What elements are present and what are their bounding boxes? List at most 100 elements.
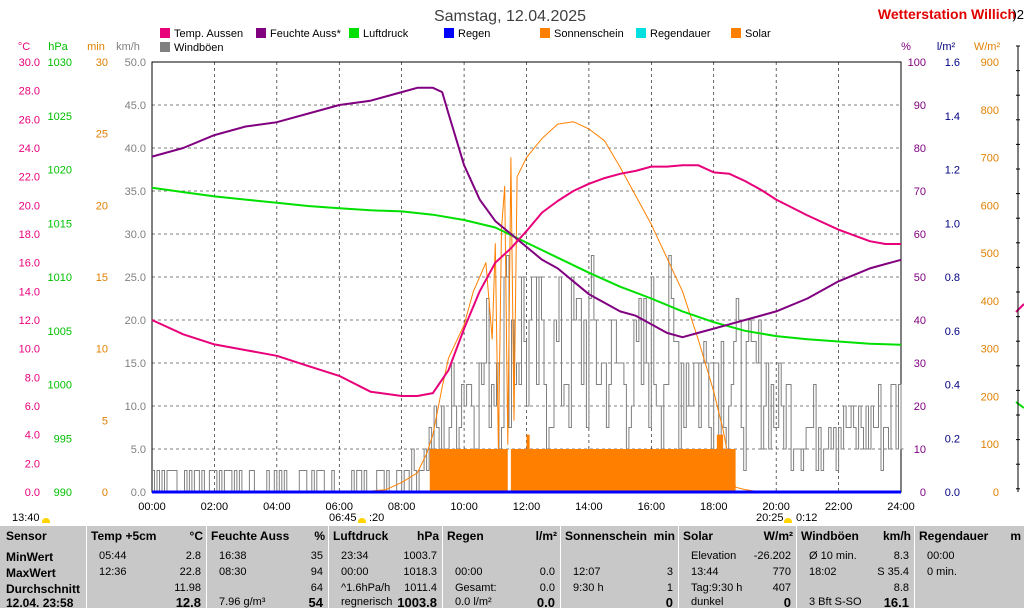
axis-unit: km/h (116, 41, 140, 53)
tick-label-temp: 6.0 (25, 401, 40, 413)
tick-label-solar: 700 (981, 153, 999, 165)
column-header: Sonnenschein (565, 529, 648, 543)
weather-chart: Samstag, 12.04.2025 Wetterstation Willich… (18, 6, 1024, 513)
cell-label: 00:00 (341, 566, 369, 578)
tick-label-solar: 600 (981, 200, 999, 212)
tick-label-humid: 50 (914, 272, 926, 284)
tick-label-solar: 0 (993, 487, 999, 499)
marker-time-right-tail: 0:12 (796, 512, 818, 524)
cell-label: 16:38 (219, 550, 247, 562)
cell-value: 1 (666, 582, 673, 594)
tick-label-wind: 25.0 (125, 272, 146, 284)
tick-label-humid: 70 (914, 186, 926, 198)
tick-label-temp: 20.0 (19, 200, 40, 212)
tick-label-humid: 30 (914, 358, 926, 370)
axis-unit: W/m² (974, 41, 1001, 53)
axis-unit: % (901, 41, 911, 53)
sunset-marker-right: 20:25 (756, 512, 784, 524)
tick-label-humid: 0 (920, 487, 926, 499)
legend-swatch (349, 28, 359, 38)
tick-label-rain: 1.4 (945, 111, 960, 123)
legend-label: Luftdruck (363, 28, 409, 40)
tick-label-rain: 1.0 (945, 218, 960, 230)
sunset-marker-left-tail: :20 (369, 512, 384, 524)
cell-label: 12:07 (573, 566, 601, 578)
legend-label: Regen (458, 28, 490, 40)
tick-label-rain: 0.8 (945, 272, 960, 284)
tick-label-solar: 300 (981, 344, 999, 356)
column-unit: m (1010, 529, 1021, 543)
cell-value: 54 (308, 595, 323, 608)
column-unit: l/m² (535, 529, 557, 543)
tick-label-solar: 100 (981, 439, 999, 451)
axis-unit: hPa (48, 41, 68, 53)
table-column: Regendauer m 00:00 0 min. (914, 526, 1024, 608)
station-name: Wetterstation Willich (878, 6, 1016, 22)
cell-label: 13:44 (691, 566, 719, 578)
tick-label-sun_min: 25 (96, 129, 108, 141)
tick-label-sun_min: 20 (96, 200, 108, 212)
sun-icon (42, 518, 50, 523)
tick-label-solar: 800 (981, 105, 999, 117)
cell-label: 18:02 (809, 566, 837, 578)
column-header: Luftdruck (333, 529, 389, 543)
x-tick-label: 10:00 (450, 501, 478, 513)
axis-unit: min (87, 41, 105, 53)
sunset-marker-right-tail: 0:12 (796, 512, 817, 524)
cell-label: 08:30 (219, 566, 247, 578)
cell-label: 7.96 g/m³ (219, 596, 266, 608)
tick-label-humid: 80 (914, 143, 926, 155)
series-line-windgusts (152, 255, 904, 493)
column-unit: W/m² (763, 529, 793, 543)
cell-label: 00:00 (927, 550, 955, 562)
cell-value: 2.8 (185, 550, 201, 562)
legend-label: Feuchte Auss* (270, 28, 342, 40)
tick-label-solar: 500 (981, 248, 999, 260)
cell-value: 1003.8 (397, 595, 437, 608)
chart-title: Samstag, 12.04.2025 (434, 8, 586, 25)
series-line (151, 164, 901, 397)
series-line (151, 86, 902, 339)
tick-label-sun_min: 5 (102, 415, 108, 427)
table-column: Solar W/m² Elevation -26.202 13:44 770 Tag:9:3… (678, 526, 797, 608)
sunrise-time: 13:40 (12, 512, 40, 524)
cell-value: 16.1 (883, 595, 909, 608)
cell-value: 11.98 (174, 582, 201, 594)
row-label: MaxWert (6, 566, 56, 580)
row-label: MinWert (6, 550, 54, 564)
legend-label: Windböen (174, 42, 224, 54)
tick-label-temp: 30.0 (19, 57, 40, 69)
cell-value: 770 (772, 566, 791, 578)
cell-value: 64 (310, 582, 323, 594)
cell-value: 0.0 (539, 566, 555, 578)
column-header: Feuchte Auss (211, 529, 290, 543)
cell-label: 23:34 (341, 550, 369, 562)
tick-label-wind: 35.0 (125, 186, 146, 198)
table-column: Regen l/m² 00:00 0.0 Gesamt: 0.0 0.0 l/m² 0.0 (442, 526, 561, 608)
cell-value: 1018.3 (403, 566, 437, 578)
marker-time-left: 06:45 (329, 512, 357, 524)
column-unit: % (314, 529, 325, 543)
cell-value: 8.3 (893, 550, 909, 562)
axis-unit: °C (18, 41, 30, 53)
tick-label-press: 1000 (48, 380, 72, 392)
legend-label: Regendauer (650, 28, 711, 40)
tick-label-rain: 0.0 (945, 487, 960, 499)
tick-label-press: 1025 (48, 111, 72, 123)
column-header: Windböen (801, 529, 859, 543)
x-tick-label: 14:00 (575, 501, 603, 513)
tick-label-temp: 22.0 (19, 172, 40, 184)
series-line (151, 186, 902, 346)
x-tick-label: 02:00 (201, 501, 229, 513)
tick-label-wind: 10.0 (125, 401, 146, 413)
cell-value: S 35.4 (877, 566, 909, 578)
cell-label: regnerisch (341, 596, 393, 608)
tick-label-solar: 900 (981, 57, 999, 69)
cell-label: Tag:9:30 h (691, 582, 743, 594)
tick-label-temp: 2.0 (25, 458, 40, 470)
cell-label: ^1.6hPa/h (341, 582, 391, 594)
legend-label: Temp. Aussen (174, 28, 243, 40)
tick-label-press: 1020 (48, 165, 72, 177)
legend-swatch (444, 28, 454, 38)
table-column: Windböen km/h Ø 10 min. 8.3 18:02 S 35.4 8.8 3 … (796, 526, 915, 608)
